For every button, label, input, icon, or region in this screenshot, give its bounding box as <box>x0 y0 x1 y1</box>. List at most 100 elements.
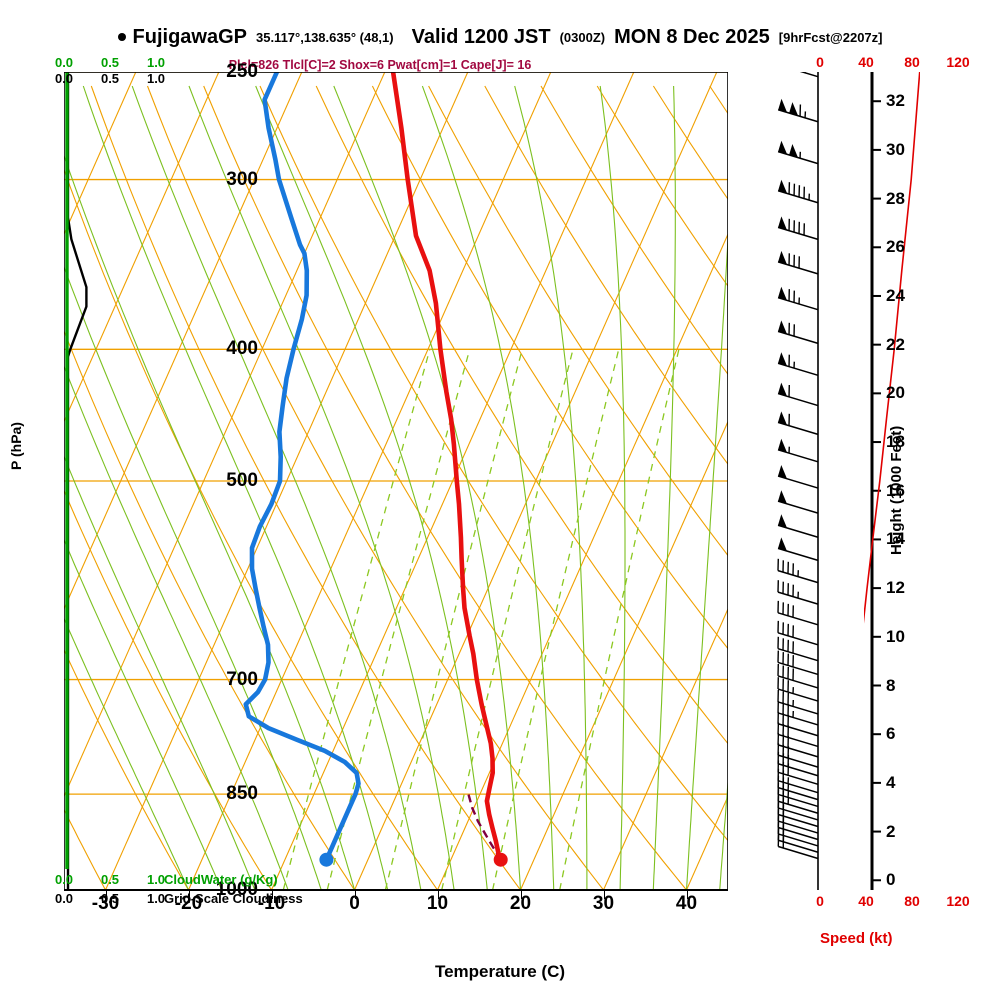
moist-adiabat-line <box>421 85 555 890</box>
temperature-tick-label: -20 <box>174 893 203 914</box>
parcel-curve <box>467 793 502 861</box>
dewpoint-curve <box>243 72 361 862</box>
height-tick-label: 28 <box>886 188 905 208</box>
cloudwater-tick-bottom: 0.0 <box>54 872 74 887</box>
wind-barb <box>777 620 819 646</box>
wind-barb <box>777 834 819 860</box>
temperature-tick-label: 20 <box>509 893 532 914</box>
moist-adiabat-line <box>599 85 626 890</box>
height-tick-label: 12 <box>886 578 905 598</box>
wind-barb <box>777 465 819 489</box>
wind-barb <box>777 760 819 786</box>
dry-adiabat-line <box>484 85 728 466</box>
temperature-tick-label: -30 <box>91 893 120 914</box>
height-tick-label: 14 <box>886 529 905 549</box>
moist-adiabat-line <box>64 538 223 890</box>
dry-adiabat-line <box>64 168 438 890</box>
height-tick-label: 0 <box>886 870 896 890</box>
speed-tick-bottom: 80 <box>904 893 920 909</box>
mixing-ratio-line <box>559 349 680 890</box>
dry-adiabat-line <box>371 85 728 650</box>
height-tick-label: 24 <box>886 285 905 305</box>
moist-adiabat-line <box>333 85 522 890</box>
temperature-tick-label: 30 <box>592 893 615 914</box>
speed-tick-bottom: 0 <box>816 893 824 909</box>
wind-barb <box>777 286 819 311</box>
height-tick-label: 30 <box>886 139 905 159</box>
temperature-tick-label: 10 <box>426 893 449 914</box>
pressure-tick-label: 250 <box>226 61 258 82</box>
wind-frame-hint <box>818 72 864 890</box>
height-speed-panel <box>864 72 920 890</box>
wind-barb <box>777 677 819 702</box>
dry-adiabat-line <box>540 85 728 376</box>
wind-speed-profile <box>864 72 920 624</box>
height-tick-label: 20 <box>886 383 905 403</box>
temperature-tick <box>188 890 190 899</box>
surface-dewpoint-marker <box>319 852 334 867</box>
moist-adiabat-line <box>652 85 676 890</box>
skewt-plot-area: 23581220 <box>64 72 728 890</box>
cloudiness-tick-bottom: 0.5 <box>100 891 120 906</box>
temperature-axis-label: Temperature (C) <box>434 962 566 981</box>
cloudwater-tick-bottom: 1.0 <box>146 872 166 887</box>
bottom-axis-line <box>64 889 728 891</box>
cloudwater-tick-top: 0.5 <box>100 55 120 70</box>
temperature-tick <box>686 890 688 899</box>
wind-barb <box>777 650 819 676</box>
isotherm-line <box>187 72 552 890</box>
cloudiness-tick-top: 0.0 <box>54 71 74 86</box>
height-tick-label: 32 <box>886 91 905 111</box>
temperature-tick-label: 0 <box>349 893 360 914</box>
cloudwater-axis-label: CloudWater (g/Kg) <box>164 872 278 887</box>
isotherm-line <box>64 72 220 423</box>
mixing-ratio-line <box>326 349 471 890</box>
wind-barb <box>777 179 819 204</box>
wind-barb <box>799 72 819 78</box>
wind-barb-panel <box>752 72 864 890</box>
height-axis-label: Height (1000 Feet) <box>888 425 905 555</box>
moist-adiabat-line <box>514 85 588 890</box>
wind-barb <box>777 411 819 436</box>
dry-adiabat-line <box>203 85 687 890</box>
temperature-tick <box>520 890 522 899</box>
wind-barb-svg <box>777 72 864 890</box>
height-axis-svg <box>864 72 920 890</box>
grid-layer: 23581220 <box>64 72 728 890</box>
wind-barb <box>777 558 819 584</box>
cloudwater-tick-top: 1.0 <box>146 55 166 70</box>
wind-barb <box>777 722 819 748</box>
height-tick-label: 8 <box>886 675 896 695</box>
wind-barb <box>777 711 819 737</box>
pressure-axis-label: P (hPa) <box>8 422 24 470</box>
moist-adiabat-line <box>64 364 289 890</box>
temperature-tick <box>105 890 107 899</box>
temperature-tick-label: 40 <box>675 893 698 914</box>
dry-adiabat-line <box>90 85 521 890</box>
wind-barb <box>777 140 819 165</box>
valid-date: MON 8 Dec 2025 <box>614 25 770 48</box>
dry-adiabat-line <box>315 85 728 745</box>
station-dot-icon <box>117 33 126 41</box>
cloudiness-tick-bottom: 1.0 <box>146 891 166 906</box>
mixing-ratio-line <box>384 349 523 890</box>
height-tick-label: 4 <box>886 772 896 792</box>
station-coords: 35.117°,138.635° (48,1) <box>255 29 394 45</box>
speed-tick-bottom: 120 <box>946 893 970 909</box>
cloudwater-tick-top: 0.0 <box>54 55 74 70</box>
dry-adiabat-line <box>64 648 189 890</box>
dry-adiabat-line <box>259 85 728 842</box>
wind-barb <box>777 732 819 758</box>
height-tick-label: 2 <box>886 821 896 841</box>
moist-adiabat-line <box>719 775 728 890</box>
cloudiness-tick-top: 0.5 <box>100 71 120 86</box>
mixing-ratio-line <box>441 349 574 890</box>
wind-barb <box>777 663 819 689</box>
wind-barb <box>777 600 819 626</box>
chart-header: FujigawaGP 35.117°,138.635° (48,1) Valid… <box>0 24 1000 50</box>
moist-adiabat-line <box>255 85 488 890</box>
height-tick-label: 26 <box>886 237 905 257</box>
wind-barb <box>777 689 819 715</box>
isotherm-line <box>64 72 386 798</box>
mixing-ratio-line <box>282 349 431 890</box>
